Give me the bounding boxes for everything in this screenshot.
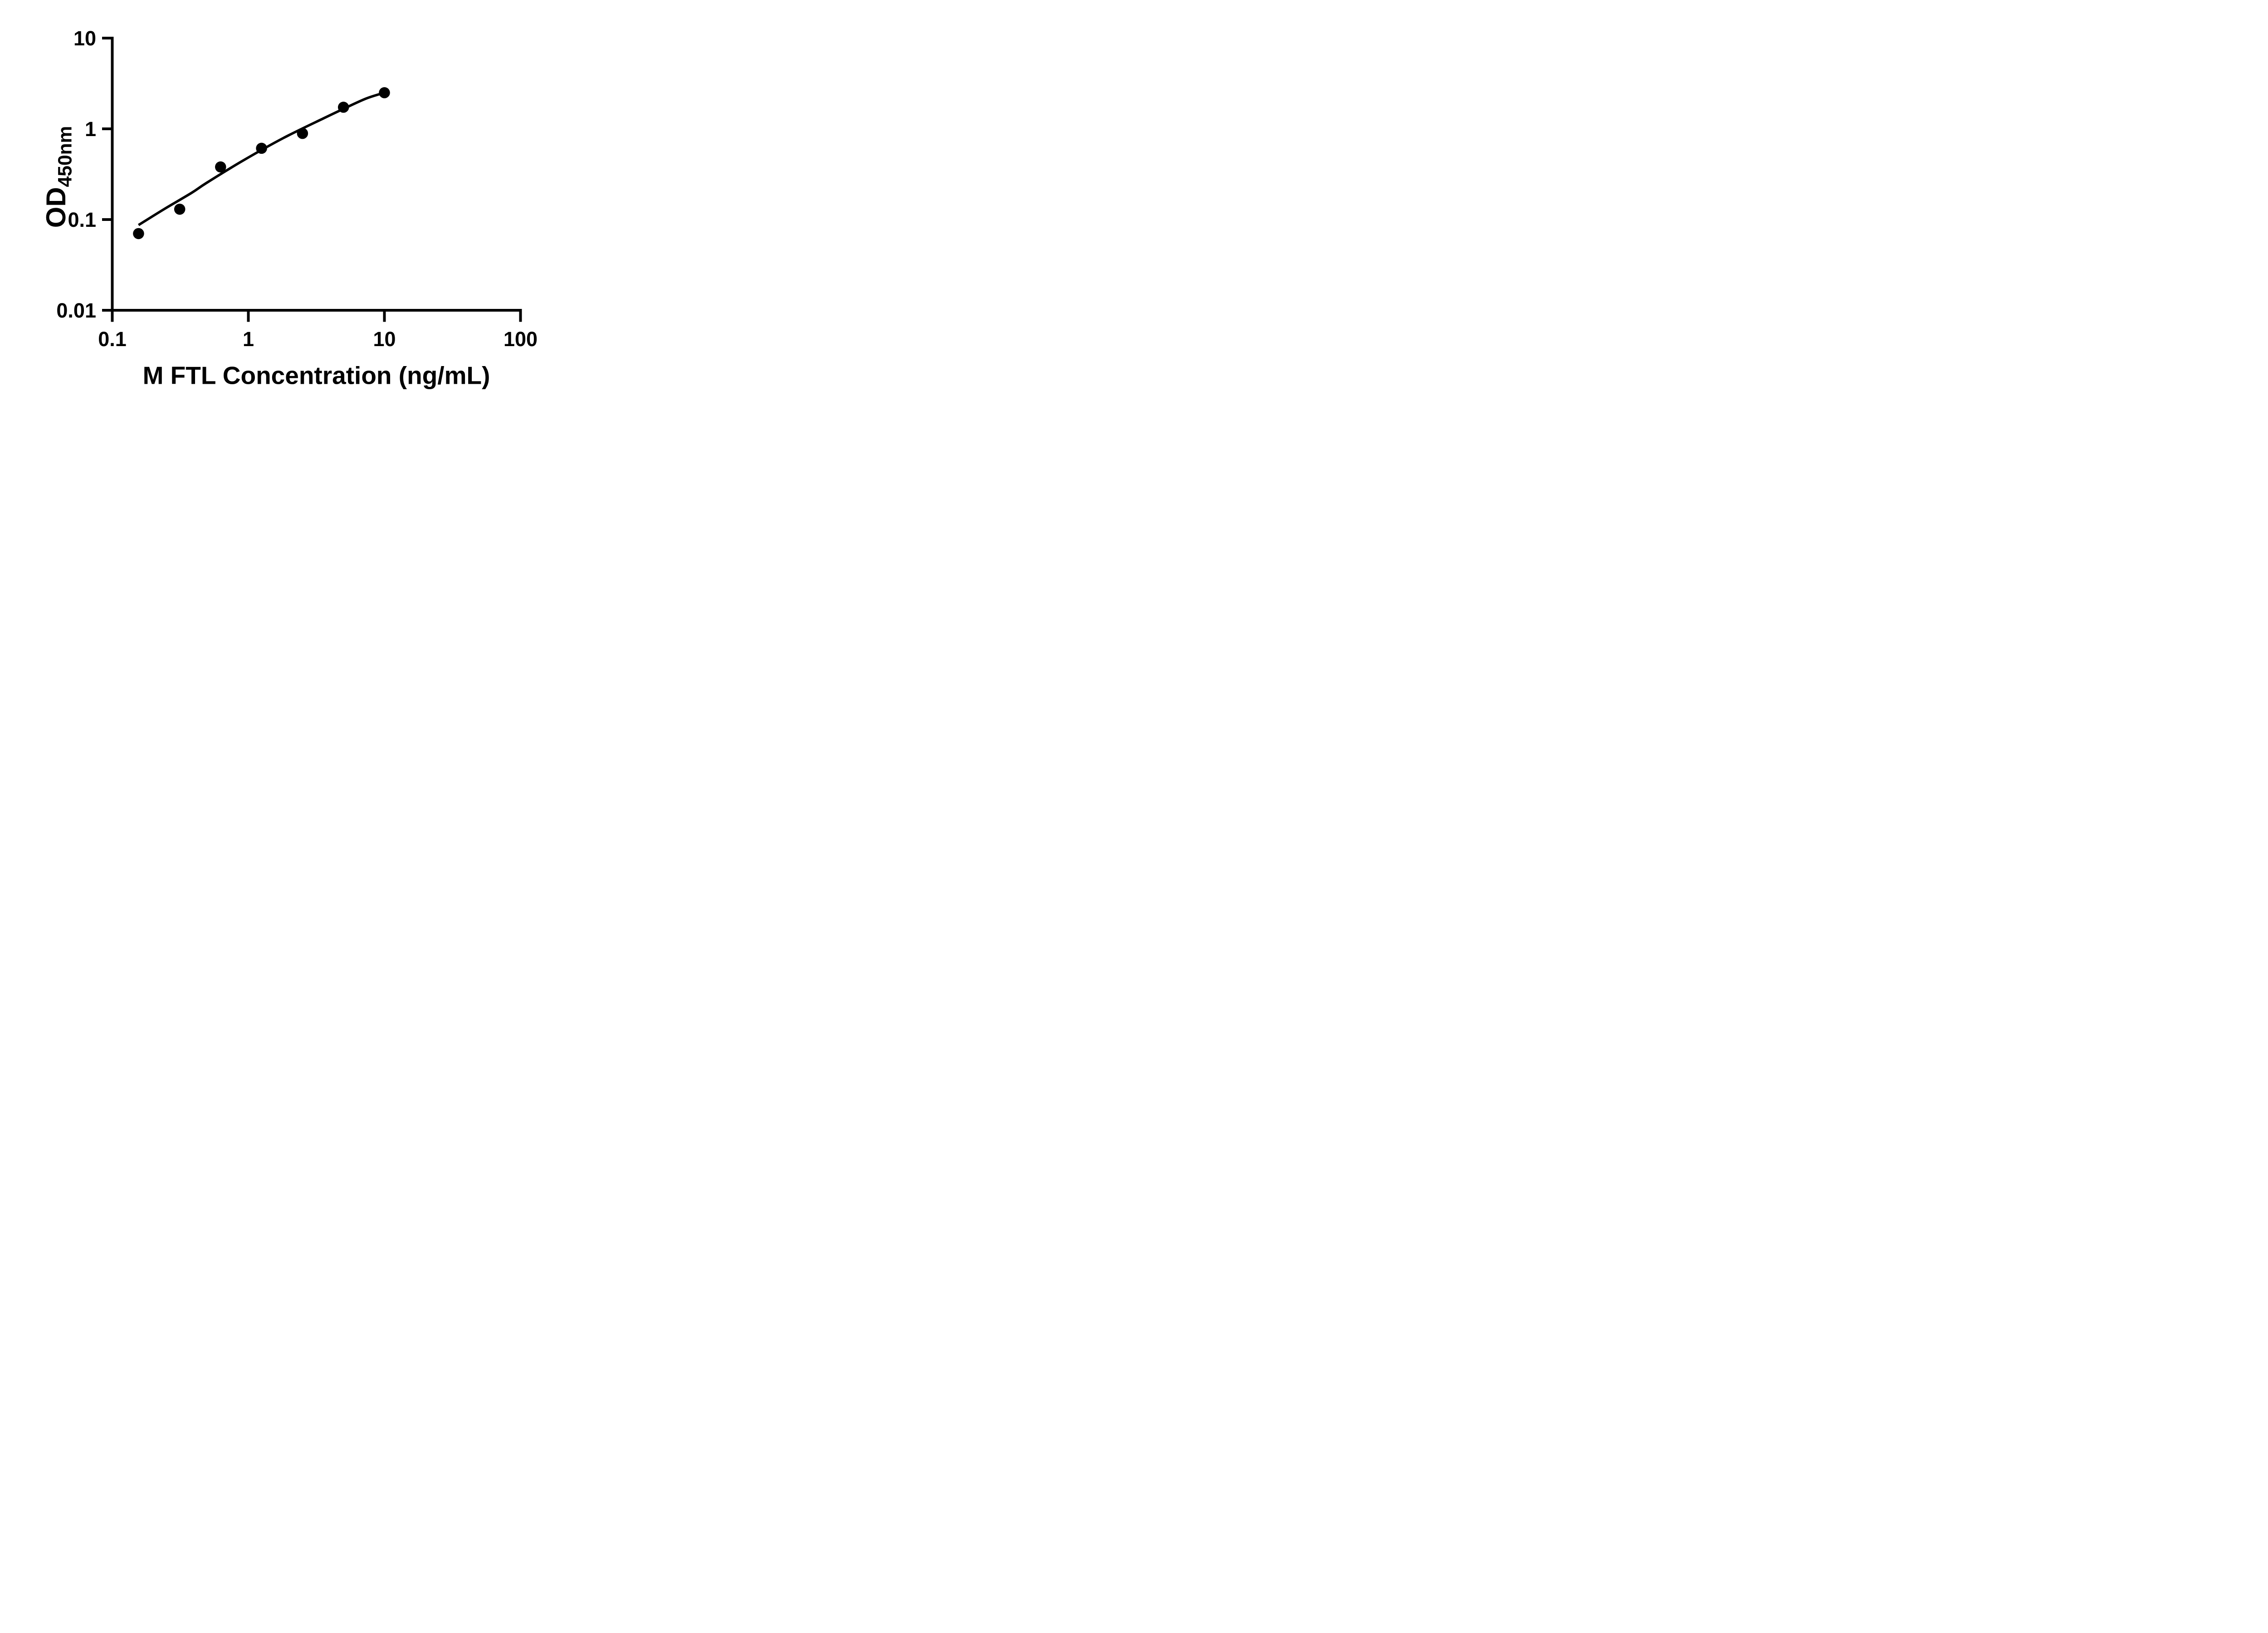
data-point bbox=[256, 142, 267, 154]
points-layer bbox=[133, 87, 390, 240]
y-tick-label: 0.1 bbox=[68, 208, 96, 231]
data-point bbox=[337, 102, 349, 113]
y-axis-title-subscript: 450nm bbox=[55, 126, 76, 187]
x-tick-label: 10 bbox=[373, 328, 396, 351]
x-tick-label: 100 bbox=[503, 328, 538, 351]
y-tick-label: 10 bbox=[73, 27, 96, 50]
x-tick-label: 0.1 bbox=[98, 328, 127, 351]
data-point bbox=[379, 87, 390, 98]
x-tick-label: 1 bbox=[243, 328, 254, 351]
y-axis-title-main: OD bbox=[41, 187, 71, 228]
y-axis-title: OD450nm bbox=[41, 126, 76, 228]
curve-layer bbox=[137, 91, 385, 226]
axes-layer bbox=[102, 37, 522, 322]
data-point bbox=[174, 203, 186, 215]
fit-curve bbox=[137, 91, 385, 226]
axis-spines bbox=[111, 37, 522, 312]
y-tick-label: 0.01 bbox=[56, 299, 96, 322]
y-tick-label: 1 bbox=[85, 117, 96, 141]
x-axis-title: M FTL Concentration (ng/mL) bbox=[143, 361, 490, 389]
chart-canvas: M FTL Concentration (ng/mL) OD450nm 10 1 0… bbox=[0, 0, 583, 408]
labels-layer: M FTL Concentration (ng/mL) OD450nm 1010… bbox=[41, 27, 538, 389]
data-point bbox=[133, 228, 144, 240]
data-point bbox=[297, 127, 308, 139]
elisa-standard-curve-chart: M FTL Concentration (ng/mL) OD450nm 1010… bbox=[41, 27, 538, 389]
data-point bbox=[215, 161, 226, 173]
